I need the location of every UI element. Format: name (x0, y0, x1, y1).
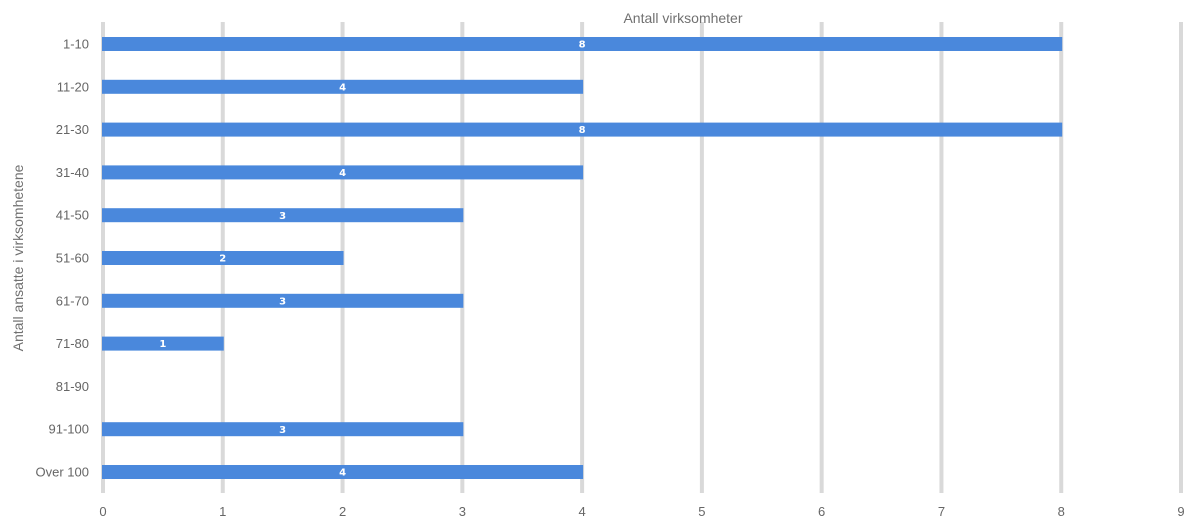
bar-value-label: 1 (159, 339, 166, 350)
bar (102, 336, 224, 351)
bar (102, 251, 344, 265)
bar-value-label: 4 (339, 468, 346, 479)
bar-value-label: 8 (579, 125, 586, 136)
y-tick-label: 51-60 (56, 251, 89, 266)
bars (102, 37, 1063, 479)
x-tick-label: 1 (219, 504, 226, 519)
x-tick-label: 5 (698, 504, 705, 519)
x-tick-label: 9 (1177, 504, 1184, 519)
bar (102, 465, 584, 479)
y-tick-label: 31-40 (56, 165, 89, 180)
bar-value-label: 2 (219, 254, 226, 265)
y-axis-title: Antall ansatte i virksomhetene (10, 164, 26, 351)
bar (102, 293, 464, 308)
y-tick-label: 81-90 (56, 379, 89, 394)
x-tick-label: 2 (339, 504, 346, 519)
grid-lines (101, 22, 1183, 493)
x-tick-label: 0 (99, 504, 106, 519)
bar-value-label: 8 (579, 40, 586, 51)
y-tick-label: 21-30 (56, 122, 89, 137)
x-tick-label: 8 (1058, 504, 1065, 519)
bar (102, 165, 584, 180)
bar (102, 122, 1063, 137)
y-tick-label: 91-100 (49, 422, 89, 437)
x-axis-title: Antall virksomheter (623, 10, 742, 26)
y-axis-ticks: 1-10 11-20 21-30 31-40 41-50 51-60 61-70 71-80 8… (36, 37, 89, 480)
y-tick-label: 61-70 (56, 293, 89, 308)
y-tick-label: 1-10 (63, 37, 89, 52)
bar-value-label: 3 (279, 211, 286, 222)
y-tick-label: 71-80 (56, 336, 89, 351)
y-tick-label: 11-20 (57, 79, 89, 94)
x-tick-label: 6 (818, 504, 825, 519)
bar (102, 37, 1063, 51)
bar-value-label: 3 (279, 425, 286, 436)
x-tick-label: 4 (578, 504, 585, 519)
data-labels: 8 4 8 4 3 2 3 1 3 4 (159, 40, 585, 479)
x-axis-ticks: 0 1 2 3 4 5 6 7 8 9 (99, 504, 1184, 519)
x-tick-label: 3 (459, 504, 466, 519)
x-tick-label: 7 (938, 504, 945, 519)
bar (102, 208, 464, 223)
bar-value-label: 3 (279, 296, 286, 307)
bar (102, 422, 464, 437)
bar (102, 79, 584, 94)
y-tick-label: 41-50 (56, 208, 89, 223)
bar-value-label: 4 (339, 168, 346, 179)
bar-value-label: 4 (339, 82, 346, 93)
y-tick-label: Over 100 (36, 465, 89, 480)
